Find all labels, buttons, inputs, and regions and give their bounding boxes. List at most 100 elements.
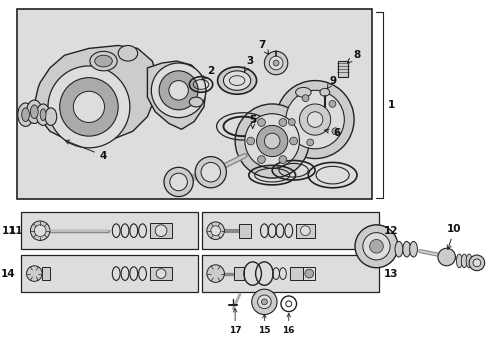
Circle shape [273,60,279,66]
Circle shape [328,100,335,107]
Bar [338,61,347,77]
Ellipse shape [36,104,50,125]
Circle shape [251,289,277,315]
Ellipse shape [118,45,138,61]
Bar [202,212,379,249]
Circle shape [302,95,308,102]
Ellipse shape [90,51,117,71]
Circle shape [206,222,224,239]
Circle shape [354,225,397,268]
Ellipse shape [45,108,57,125]
Bar [239,224,250,238]
Circle shape [264,133,280,149]
Circle shape [285,90,344,149]
Circle shape [210,226,220,235]
Circle shape [26,266,42,282]
Ellipse shape [319,88,329,96]
Bar [17,9,371,199]
Text: 17: 17 [228,309,241,335]
Bar [150,223,171,238]
Circle shape [264,51,287,75]
Circle shape [60,78,118,136]
Bar [289,267,303,280]
Ellipse shape [460,254,466,268]
Circle shape [362,233,389,260]
Ellipse shape [402,242,410,257]
Bar [295,224,314,238]
Text: 12: 12 [384,226,398,236]
Text: 8: 8 [346,50,360,63]
Ellipse shape [18,103,33,126]
Text: 6: 6 [324,128,341,138]
Circle shape [246,137,254,145]
Text: 7: 7 [258,40,268,54]
Text: 5: 5 [248,114,256,128]
Bar [234,267,244,280]
Circle shape [257,156,265,163]
Text: 15: 15 [258,314,270,335]
Polygon shape [35,45,157,146]
Bar [303,267,314,280]
Ellipse shape [455,254,461,268]
Circle shape [159,71,198,110]
Circle shape [369,239,383,253]
Ellipse shape [394,242,402,257]
Text: 11: 11 [1,226,16,236]
Circle shape [30,221,50,240]
Circle shape [288,118,295,125]
Circle shape [34,225,46,237]
Text: 1: 1 [386,100,394,110]
Text: 2: 2 [202,66,214,80]
Text: 11: 11 [9,226,23,236]
Circle shape [269,56,283,70]
Text: 3: 3 [244,56,253,72]
Ellipse shape [223,71,250,90]
Circle shape [163,167,193,197]
Bar [202,255,379,292]
Bar [42,267,50,280]
Circle shape [306,112,322,127]
Bar [150,267,171,280]
Circle shape [331,128,338,135]
Circle shape [73,91,104,122]
Ellipse shape [95,55,112,67]
Circle shape [468,255,484,271]
Ellipse shape [217,67,256,94]
Circle shape [261,299,267,305]
Circle shape [156,269,165,278]
Ellipse shape [26,100,42,123]
Circle shape [244,114,299,168]
Bar [20,255,198,292]
Circle shape [299,104,330,135]
Ellipse shape [465,254,471,268]
Ellipse shape [295,87,310,97]
Circle shape [235,104,308,178]
Text: 9: 9 [326,76,335,89]
Circle shape [155,225,166,237]
Circle shape [437,248,454,266]
Text: 14: 14 [1,269,16,279]
Text: 16: 16 [282,313,294,335]
Ellipse shape [21,108,29,122]
Circle shape [256,125,287,157]
Circle shape [48,66,130,148]
Bar [20,212,198,249]
Circle shape [169,173,187,191]
Circle shape [201,162,220,182]
Text: 4: 4 [65,140,107,161]
Ellipse shape [189,97,203,107]
Circle shape [472,259,480,267]
Circle shape [279,156,286,163]
Circle shape [300,226,309,235]
Circle shape [206,265,224,282]
Circle shape [257,295,271,309]
Circle shape [257,118,265,126]
Circle shape [304,269,313,278]
Circle shape [289,137,297,145]
Ellipse shape [40,109,46,121]
Polygon shape [147,61,205,129]
Circle shape [306,139,313,146]
Circle shape [195,157,226,188]
Ellipse shape [409,242,417,257]
Circle shape [279,118,286,126]
